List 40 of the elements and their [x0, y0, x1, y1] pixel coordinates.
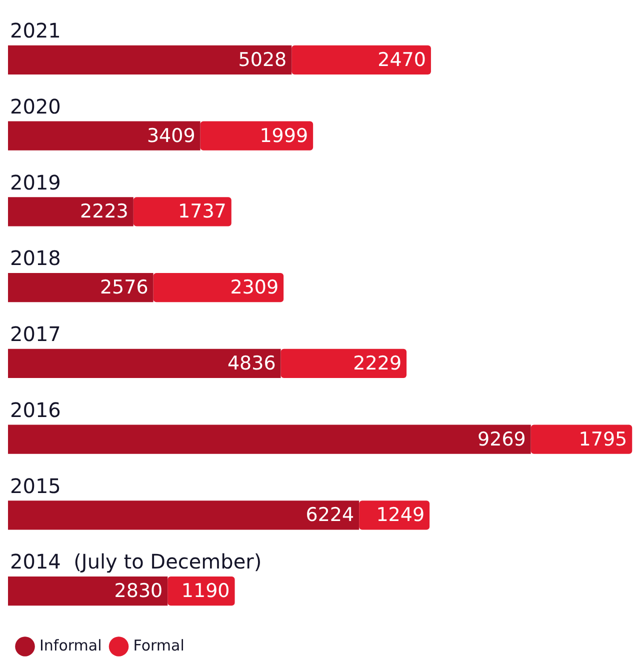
data-label: 1737 — [178, 200, 226, 223]
data-label: 1999 — [260, 124, 308, 147]
bar — [8, 121, 200, 150]
y-tick-label: 2016 — [10, 398, 61, 422]
bar — [8, 45, 292, 75]
data-label: 2830 — [114, 580, 163, 602]
data-label: 2229 — [353, 352, 402, 374]
bar — [200, 121, 314, 150]
bar — [8, 500, 360, 530]
data-label: 1190 — [181, 580, 230, 602]
bar — [8, 424, 531, 454]
y-tick-label: 2014 (July to December) — [10, 550, 262, 574]
bar — [133, 197, 232, 226]
bar — [280, 348, 407, 378]
y-tick-label: 2019 — [10, 170, 61, 194]
bar — [8, 348, 281, 378]
bar — [8, 272, 154, 302]
bar — [8, 197, 134, 226]
legend-label: Formal — [133, 636, 184, 654]
data-label: 2223 — [80, 200, 128, 223]
bar — [8, 576, 168, 606]
data-label: 1249 — [376, 504, 425, 526]
data-label: 2576 — [100, 276, 148, 298]
data-label: 6224 — [306, 504, 354, 526]
y-tick-label: 2020 — [10, 94, 61, 118]
data-label: 2470 — [378, 48, 426, 71]
legend-label: Informal — [40, 636, 102, 654]
bar — [153, 272, 284, 302]
y-tick-label: 2018 — [10, 246, 61, 270]
y-tick-label: 2017 — [10, 322, 61, 346]
y-tick-label: 2021 — [10, 18, 61, 43]
y-tick-label: 2015 — [10, 474, 61, 498]
data-label: 3409 — [146, 124, 196, 147]
data-label: 5028 — [238, 48, 287, 71]
data-label: 9269 — [478, 428, 526, 450]
bar — [530, 424, 632, 454]
data-label: 1795 — [578, 428, 628, 450]
bar — [292, 45, 431, 75]
data-label: 2309 — [230, 276, 279, 298]
data-label: 4836 — [227, 352, 276, 374]
